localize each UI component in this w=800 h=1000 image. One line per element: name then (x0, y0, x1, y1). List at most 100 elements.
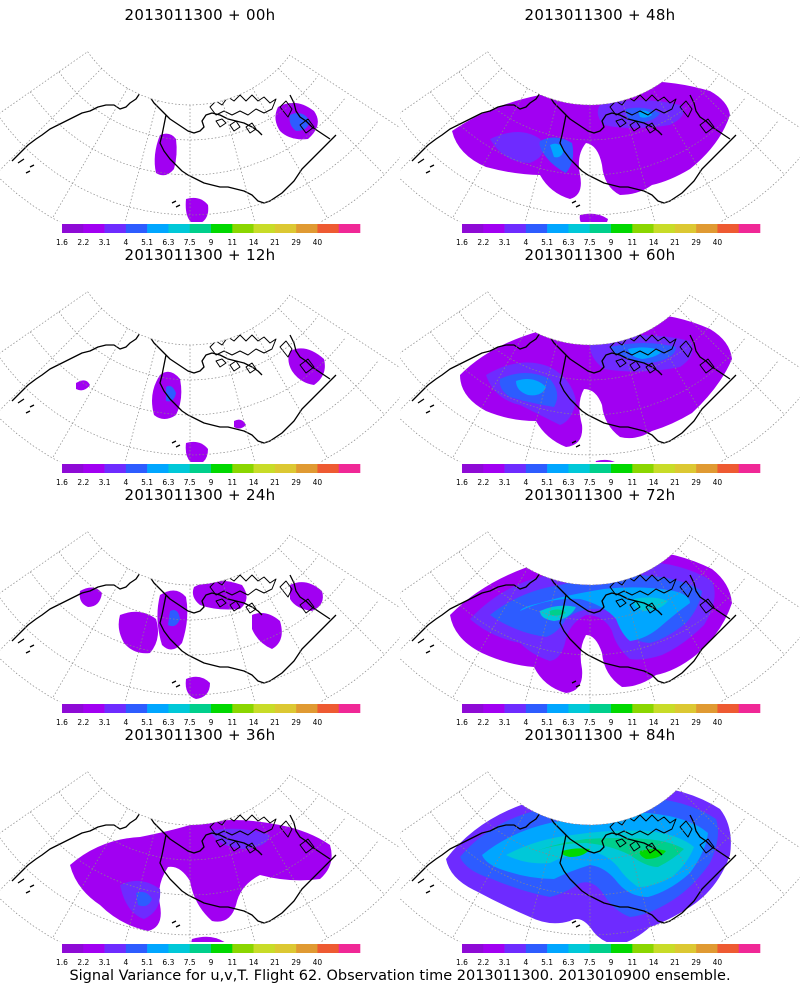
colorbar-label: 21 (670, 718, 680, 727)
colorbar-swatch (525, 224, 548, 233)
colorbar-label: 11 (228, 478, 238, 487)
colorbar-swatch (696, 464, 718, 473)
colorbar-label: 4 (524, 478, 529, 487)
colorbar-swatch (274, 224, 297, 233)
colorbar-label: 2.2 (77, 718, 89, 727)
colorbar-swatch (147, 704, 169, 713)
colorbar: 1.6 2.2 3.1 4 5.1 6.3 7.5 9 11 14 21 29 40 (456, 704, 761, 727)
colorbar-swatch (611, 944, 633, 953)
colorbar-swatch (547, 944, 569, 953)
colorbar-label: 40 (713, 958, 723, 967)
colorbar-label: 9 (209, 478, 214, 487)
colorbar-swatch (547, 704, 569, 713)
colorbar-swatch (462, 224, 484, 233)
colorbar-swatch (253, 464, 276, 473)
colorbar-swatch (653, 464, 676, 473)
colorbar-label: 4 (124, 238, 129, 247)
colorbar-label: 5.1 (141, 958, 153, 967)
colorbar-label: 21 (270, 478, 280, 487)
colorbar-label: 40 (713, 718, 723, 727)
colorbar-swatch (653, 224, 676, 233)
colorbar-swatch (568, 704, 591, 713)
colorbar-label: 5.1 (141, 478, 153, 487)
colorbar-label: 9 (609, 238, 614, 247)
colorbar-swatch (525, 464, 548, 473)
colorbar-swatch (696, 944, 718, 953)
colorbar-swatch (253, 704, 276, 713)
colorbar-label: 11 (628, 478, 638, 487)
colorbar-label: 21 (270, 718, 280, 727)
colorbar-label: 5.1 (541, 958, 553, 967)
panel-title: 2013011300 + 12h (124, 246, 276, 264)
colorbar-label: 29 (291, 718, 301, 727)
polar-map (0, 51, 400, 222)
colorbar-swatch (189, 944, 212, 953)
colorbar-swatch (253, 944, 276, 953)
colorbar-swatch (525, 704, 548, 713)
colorbar-swatch (738, 464, 761, 473)
colorbar-swatch (504, 224, 527, 233)
colorbar-label: 5.1 (141, 718, 153, 727)
colorbar-swatch (168, 464, 191, 473)
colorbar-swatch (674, 944, 697, 953)
colorbar-swatch (274, 464, 297, 473)
colorbar-label: 9 (209, 718, 214, 727)
colorbar-swatch (738, 944, 761, 953)
colorbar-swatch (338, 464, 361, 473)
colorbar-swatch (717, 704, 740, 713)
colorbar-swatch (83, 464, 105, 473)
colorbar-label: 2.2 (477, 958, 489, 967)
colorbar-swatch (104, 704, 127, 713)
colorbar-label: 14 (249, 718, 259, 727)
colorbar-label: 14 (249, 958, 259, 967)
colorbar-label: 5.1 (541, 238, 553, 247)
colorbar-label: 6.3 (162, 718, 174, 727)
colorbar-swatch (274, 944, 297, 953)
colorbar-swatch (317, 224, 340, 233)
colorbar-swatch (147, 224, 169, 233)
polar-map (400, 51, 800, 222)
colorbar-label: 11 (628, 718, 638, 727)
colorbar-swatch (504, 704, 527, 713)
colorbar-label: 7.5 (584, 238, 596, 247)
colorbar-label: 11 (628, 958, 638, 967)
polar-map (0, 771, 400, 942)
colorbar-swatch (483, 704, 505, 713)
colorbar-label: 9 (609, 478, 614, 487)
map-panel: 2013011300 + 12h 1.6 2.2 3.1 4 5.1 6.3 7.5 9 11 14… (0, 240, 400, 487)
colorbar-swatch (125, 224, 148, 233)
colorbar-swatch (632, 224, 654, 233)
colorbar-label: 7.5 (584, 718, 596, 727)
colorbar-swatch (147, 464, 169, 473)
colorbar-swatch (296, 944, 318, 953)
colorbar-label: 7.5 (184, 718, 196, 727)
colorbar-swatch (296, 464, 318, 473)
colorbar: 1.6 2.2 3.1 4 5.1 6.3 7.5 9 11 14 21 29 40 (56, 944, 361, 967)
colorbar-label: 7.5 (184, 238, 196, 247)
colorbar-label: 2.2 (477, 238, 489, 247)
colorbar-swatch (189, 224, 212, 233)
colorbar: 1.6 2.2 3.1 4 5.1 6.3 7.5 9 11 14 21 29 40 (456, 944, 761, 967)
colorbar-label: 2.2 (77, 238, 89, 247)
colorbar-swatch (717, 944, 740, 953)
colorbar-swatch (211, 704, 233, 713)
colorbar-swatch (232, 704, 254, 713)
colorbar-swatch (483, 224, 505, 233)
colorbar-label: 29 (291, 238, 301, 247)
colorbar-label: 6.3 (562, 238, 574, 247)
colorbar-label: 1.6 (456, 958, 468, 967)
colorbar-swatch (147, 944, 169, 953)
colorbar-label: 3.1 (99, 478, 111, 487)
colorbar-swatch (211, 464, 233, 473)
colorbar-label: 29 (691, 478, 701, 487)
colorbar-label: 1.6 (56, 478, 68, 487)
colorbar-swatch (211, 944, 233, 953)
colorbar-label: 14 (249, 478, 259, 487)
colorbar-label: 29 (291, 478, 301, 487)
colorbar-label: 11 (628, 238, 638, 247)
colorbar-label: 4 (524, 238, 529, 247)
colorbar-swatch (168, 704, 191, 713)
colorbar-label: 29 (691, 718, 701, 727)
colorbar-swatch (589, 944, 612, 953)
colorbar-label: 21 (670, 238, 680, 247)
